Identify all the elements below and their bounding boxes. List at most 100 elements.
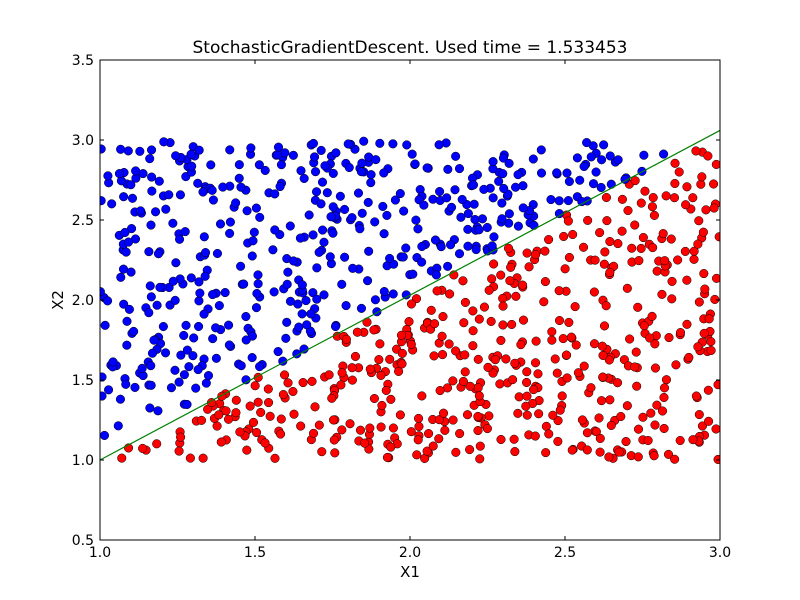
scatter-point-blue <box>413 224 423 234</box>
scatter-point-red <box>634 256 644 266</box>
scatter-point-red <box>605 236 615 247</box>
scatter-point-blue <box>419 200 429 210</box>
scatter-point-red <box>397 359 407 369</box>
scatter-point-red <box>486 316 496 326</box>
scatter-point-blue <box>247 353 257 363</box>
scatter-point-blue <box>474 225 484 235</box>
scatter-point-blue <box>175 234 185 244</box>
scatter-point-blue <box>234 173 244 183</box>
scatter-point-red <box>689 254 699 264</box>
scatter-point-red <box>473 383 483 393</box>
scatter-point-blue <box>281 333 291 343</box>
scatter-point-red <box>567 445 577 455</box>
scatter-point-red <box>560 264 570 274</box>
scatter-point-red <box>659 392 669 403</box>
scatter-point-blue <box>296 166 306 176</box>
scatter-point-red <box>460 350 470 360</box>
scatter-point-blue <box>402 140 412 150</box>
scatter-point-blue <box>375 138 385 148</box>
scatter-point-blue <box>401 290 411 300</box>
scatter-point-red <box>521 401 531 411</box>
scatter-point-blue <box>130 382 140 392</box>
scatter-point-red <box>530 358 541 368</box>
scatter-point-blue <box>442 193 452 203</box>
scatter-point-red <box>600 247 610 257</box>
scatter-point-blue <box>199 309 209 319</box>
scatter-point-red <box>458 276 468 286</box>
scatter-point-blue <box>194 321 204 332</box>
scatter-point-blue <box>195 288 205 298</box>
scatter-point-blue <box>253 270 263 280</box>
scatter-point-red <box>289 409 299 419</box>
scatter-point-red <box>570 302 580 312</box>
scatter-point-red <box>270 453 280 463</box>
scatter-point-blue <box>564 176 574 187</box>
scatter-point-blue <box>536 145 546 155</box>
scatter-point-blue <box>319 290 329 300</box>
scatter-point-red <box>595 228 605 238</box>
scatter-point-blue <box>146 220 156 230</box>
scatter-point-blue <box>194 277 204 287</box>
scatter-point-blue <box>518 203 528 213</box>
scatter-point-red <box>711 424 720 434</box>
scatter-point-blue <box>579 161 589 172</box>
scatter-point-red <box>649 210 659 220</box>
scatter-point-blue <box>312 294 322 304</box>
scatter-point-red <box>475 454 485 464</box>
scatter-point-blue <box>563 196 573 206</box>
scatter-point-red <box>510 447 520 457</box>
scatter-point-red <box>473 411 483 421</box>
y-tick-label: 1.5 <box>72 373 94 389</box>
scatter-point-blue <box>591 167 601 177</box>
scatter-point-red <box>242 445 252 455</box>
scatter-point-red <box>256 407 266 417</box>
scatter-point-red <box>602 216 612 226</box>
scatter-point-blue <box>122 316 132 326</box>
scatter-point-blue <box>328 168 338 178</box>
scatter-point-red <box>630 220 640 230</box>
scatter-point-blue <box>276 160 287 170</box>
scatter-point-blue <box>225 217 235 227</box>
scatter-point-blue <box>497 214 507 224</box>
scatter-point-blue <box>115 394 125 404</box>
scatter-point-red <box>614 447 624 457</box>
scatter-point-red <box>376 422 386 432</box>
scatter-point-blue <box>463 224 473 234</box>
scatter-point-blue <box>129 326 139 336</box>
scatter-point-red <box>283 378 293 388</box>
scatter-point-red <box>369 325 379 335</box>
scatter-point-red <box>571 340 581 350</box>
scatter-point-blue <box>153 249 164 259</box>
scatter-point-red <box>694 216 704 226</box>
scatter-point-blue <box>159 137 169 147</box>
scatter-point-blue <box>100 372 107 382</box>
scatter-point-red <box>601 301 611 311</box>
scatter-point-red <box>522 248 532 258</box>
scatter-point-blue <box>605 151 615 161</box>
scatter-point-blue <box>121 247 131 257</box>
scatter-point-red <box>479 302 489 312</box>
scatter-point-red <box>591 427 601 437</box>
scatter-point-blue <box>170 365 180 375</box>
scatter-point-blue <box>408 269 418 279</box>
scatter-point-red <box>434 415 444 425</box>
scatter-point-blue <box>297 280 307 290</box>
scatter-point-red <box>648 193 658 203</box>
scatter-point-red <box>484 411 494 421</box>
scatter-point-blue <box>417 257 427 267</box>
scatter-point-red <box>541 448 551 458</box>
scatter-point-blue <box>239 279 249 289</box>
scatter-point-blue <box>382 210 392 220</box>
scatter-point-red <box>594 413 604 423</box>
scatter-point-blue <box>463 209 473 219</box>
scatter-point-red <box>659 383 670 393</box>
scatter-point-red <box>709 179 719 189</box>
scatter-point-blue <box>119 299 129 309</box>
scatter-point-red <box>638 232 648 243</box>
scatter-point-red <box>633 302 643 312</box>
scatter-point-red <box>310 402 320 412</box>
scatter-point-blue <box>252 288 262 299</box>
scatter-point-blue <box>254 160 264 170</box>
scatter-point-red <box>652 400 662 410</box>
